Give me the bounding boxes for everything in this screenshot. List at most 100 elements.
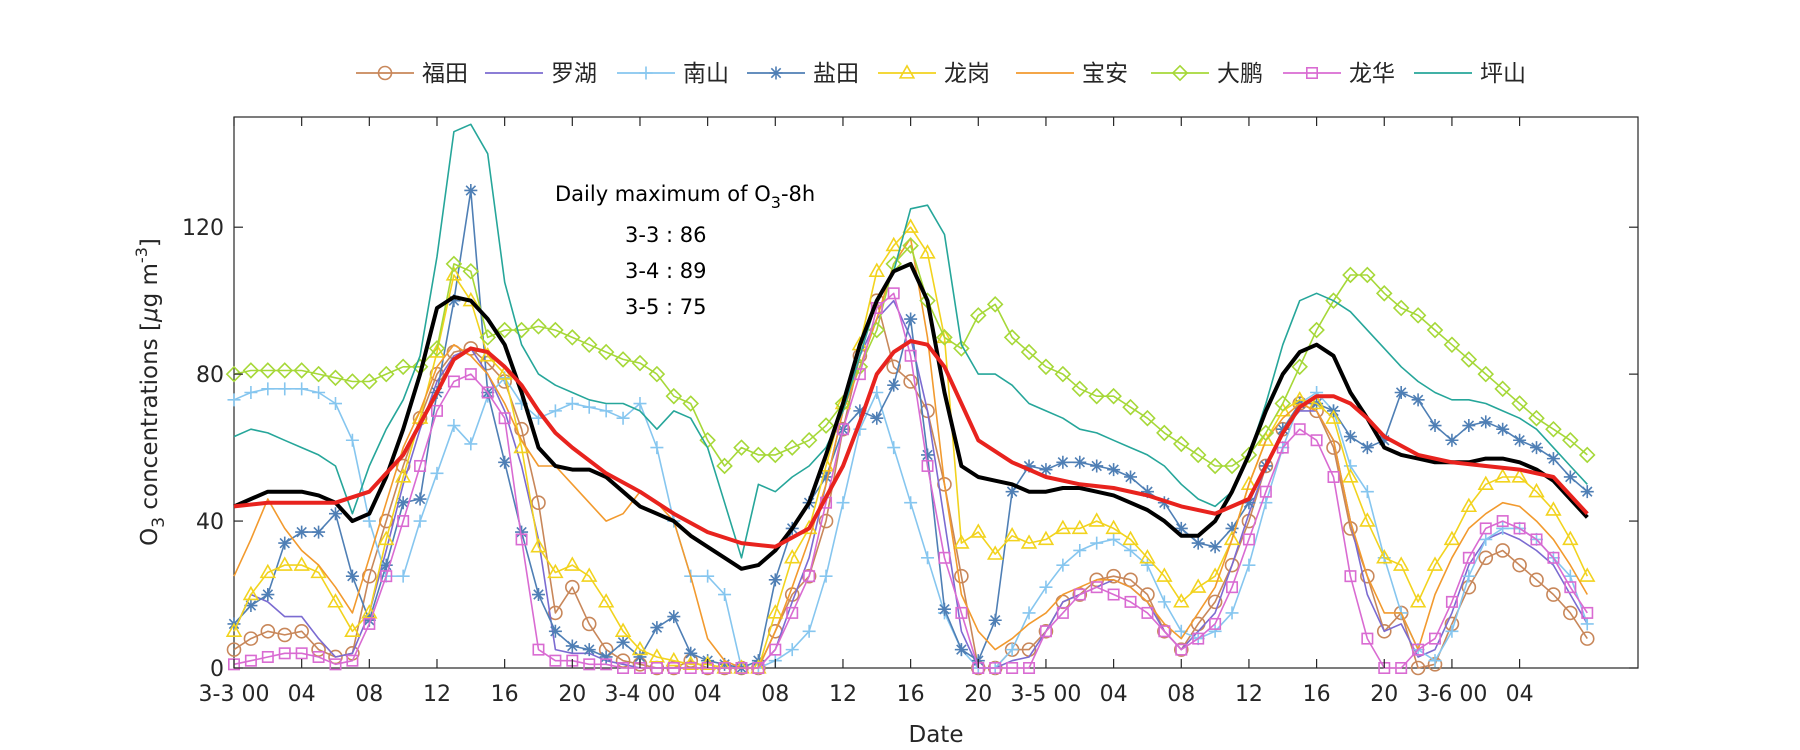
series-2-point-60 (1242, 558, 1256, 572)
series-7-point-40 (904, 349, 917, 362)
series-7-point-3 (278, 647, 291, 660)
x-tick-label-16: 16 (1303, 682, 1331, 707)
series-7-point-63 (1293, 423, 1306, 436)
series-6-point-49 (1054, 365, 1072, 383)
series-6-point-66 (1342, 266, 1359, 284)
x-tick-label-10: 16 (897, 682, 925, 707)
series-4-point-67 (1359, 512, 1376, 527)
series-3-point-67 (1360, 441, 1374, 455)
legend-swatch-marker-0 (377, 65, 393, 81)
annotation-title-part-1: 3 (771, 193, 781, 212)
series-0-point-20 (565, 579, 580, 595)
series-6-point-9 (377, 365, 395, 383)
legend-label-3: 盐田 (813, 61, 859, 87)
series-7-point-53 (1124, 595, 1137, 608)
series-2-point-71 (1428, 654, 1442, 668)
series-6-point-2 (259, 362, 277, 379)
series-7-point-41 (921, 459, 934, 472)
series-6-point-59 (1223, 457, 1241, 475)
series-3-point-48 (1039, 463, 1053, 477)
series-2-point-46 (1005, 643, 1019, 657)
series-3-point-46 (1005, 485, 1019, 499)
series-2-point-58 (1208, 624, 1222, 638)
series-6-point-33 (783, 439, 801, 456)
series-0-point-52 (1106, 568, 1121, 584)
series-3-point-22 (599, 650, 613, 664)
series-0-point-70 (1410, 660, 1426, 676)
series-2-point-40 (904, 496, 918, 510)
series-line-9 (233, 261, 1589, 571)
legend-label-0: 福田 (422, 61, 468, 87)
series-0-point-3 (277, 627, 293, 643)
x-tick-label-14: 08 (1167, 682, 1195, 707)
series-7-point-58 (1209, 617, 1222, 630)
series-7-point-22 (600, 658, 613, 671)
series-4-point-63 (1291, 391, 1308, 406)
annotation-title-part-0: Daily maximum of O (555, 182, 771, 206)
series-2-point-24 (633, 397, 647, 411)
series-3-point-49 (1056, 455, 1070, 469)
legend-swatch-marker-7 (1306, 67, 1319, 80)
series-2-point-41 (921, 551, 935, 565)
legend-item-4: 龙岗 (878, 61, 990, 87)
series-4-point-43 (953, 534, 970, 549)
y-title-part-2: concentrations [ (137, 322, 163, 517)
legend-swatch-marker-4 (898, 64, 916, 79)
series-3-point-26 (667, 610, 681, 624)
y-title-part-0: O (137, 528, 163, 546)
y-tick-label-1: 40 (196, 510, 224, 535)
series-3-point-45 (988, 613, 1002, 627)
series-2-point-2 (261, 382, 275, 396)
series-4-point-32 (767, 604, 784, 619)
series-6-point-6 (327, 369, 344, 387)
series-6-point-52 (1105, 387, 1122, 405)
series-7-point-46 (1006, 661, 1019, 674)
series-6-point-74 (1477, 365, 1495, 383)
series-3-point-59 (1225, 521, 1239, 535)
series-7-point-21 (583, 658, 596, 671)
series-4-point-51 (1088, 512, 1105, 527)
series-6-point-14 (462, 262, 480, 280)
series-0-point-48 (1038, 623, 1054, 639)
series-2-point-7 (345, 433, 359, 447)
series-3-point-75 (1496, 422, 1510, 436)
series-7-point-51 (1090, 581, 1103, 594)
series-7-point-59 (1226, 581, 1239, 594)
series-0-point-39 (886, 359, 902, 375)
series-4-point-46 (1003, 526, 1021, 542)
series-3-point-19 (548, 624, 562, 638)
series-6-point-23 (614, 351, 632, 368)
series-2-point-36 (836, 496, 850, 510)
y-title-part-3: μ (137, 307, 163, 323)
series-3-point-21 (582, 643, 596, 657)
series-7-point-2 (261, 650, 274, 663)
series-0-point-74 (1478, 550, 1494, 566)
series-4-point-3 (276, 556, 293, 571)
series-2-point-35 (819, 569, 833, 583)
legend-label-4: 龙岗 (944, 61, 990, 87)
legend-item-6: 大鹏 (1151, 61, 1263, 87)
series-4-point-19 (547, 563, 564, 579)
series-2-point-59 (1225, 606, 1239, 620)
series-4-point-77 (1528, 482, 1545, 498)
series-0-point-19 (548, 605, 563, 621)
x-tick-label-11: 20 (964, 682, 992, 707)
series-7-point-62 (1276, 441, 1289, 454)
legend-label-1: 罗湖 (551, 61, 597, 87)
series-0-point-40 (903, 374, 918, 389)
series-0-point-68 (1376, 623, 1392, 639)
legend-item-0: 福田 (356, 61, 468, 87)
series-6-point-24 (631, 354, 649, 372)
series-4-point-65 (1325, 409, 1342, 424)
series-7-point-32 (769, 643, 782, 656)
series-6-point-69 (1392, 299, 1410, 317)
series-6-point-21 (580, 336, 598, 354)
series-4-point-49 (1054, 519, 1072, 535)
series-4-point-1 (242, 585, 260, 601)
series-2-point-55 (1157, 595, 1171, 609)
y-tick-label-2: 80 (196, 363, 224, 388)
series-4-point-79 (1562, 530, 1579, 546)
series-3-point-74 (1479, 415, 1493, 429)
series-0-point-18 (531, 495, 546, 511)
